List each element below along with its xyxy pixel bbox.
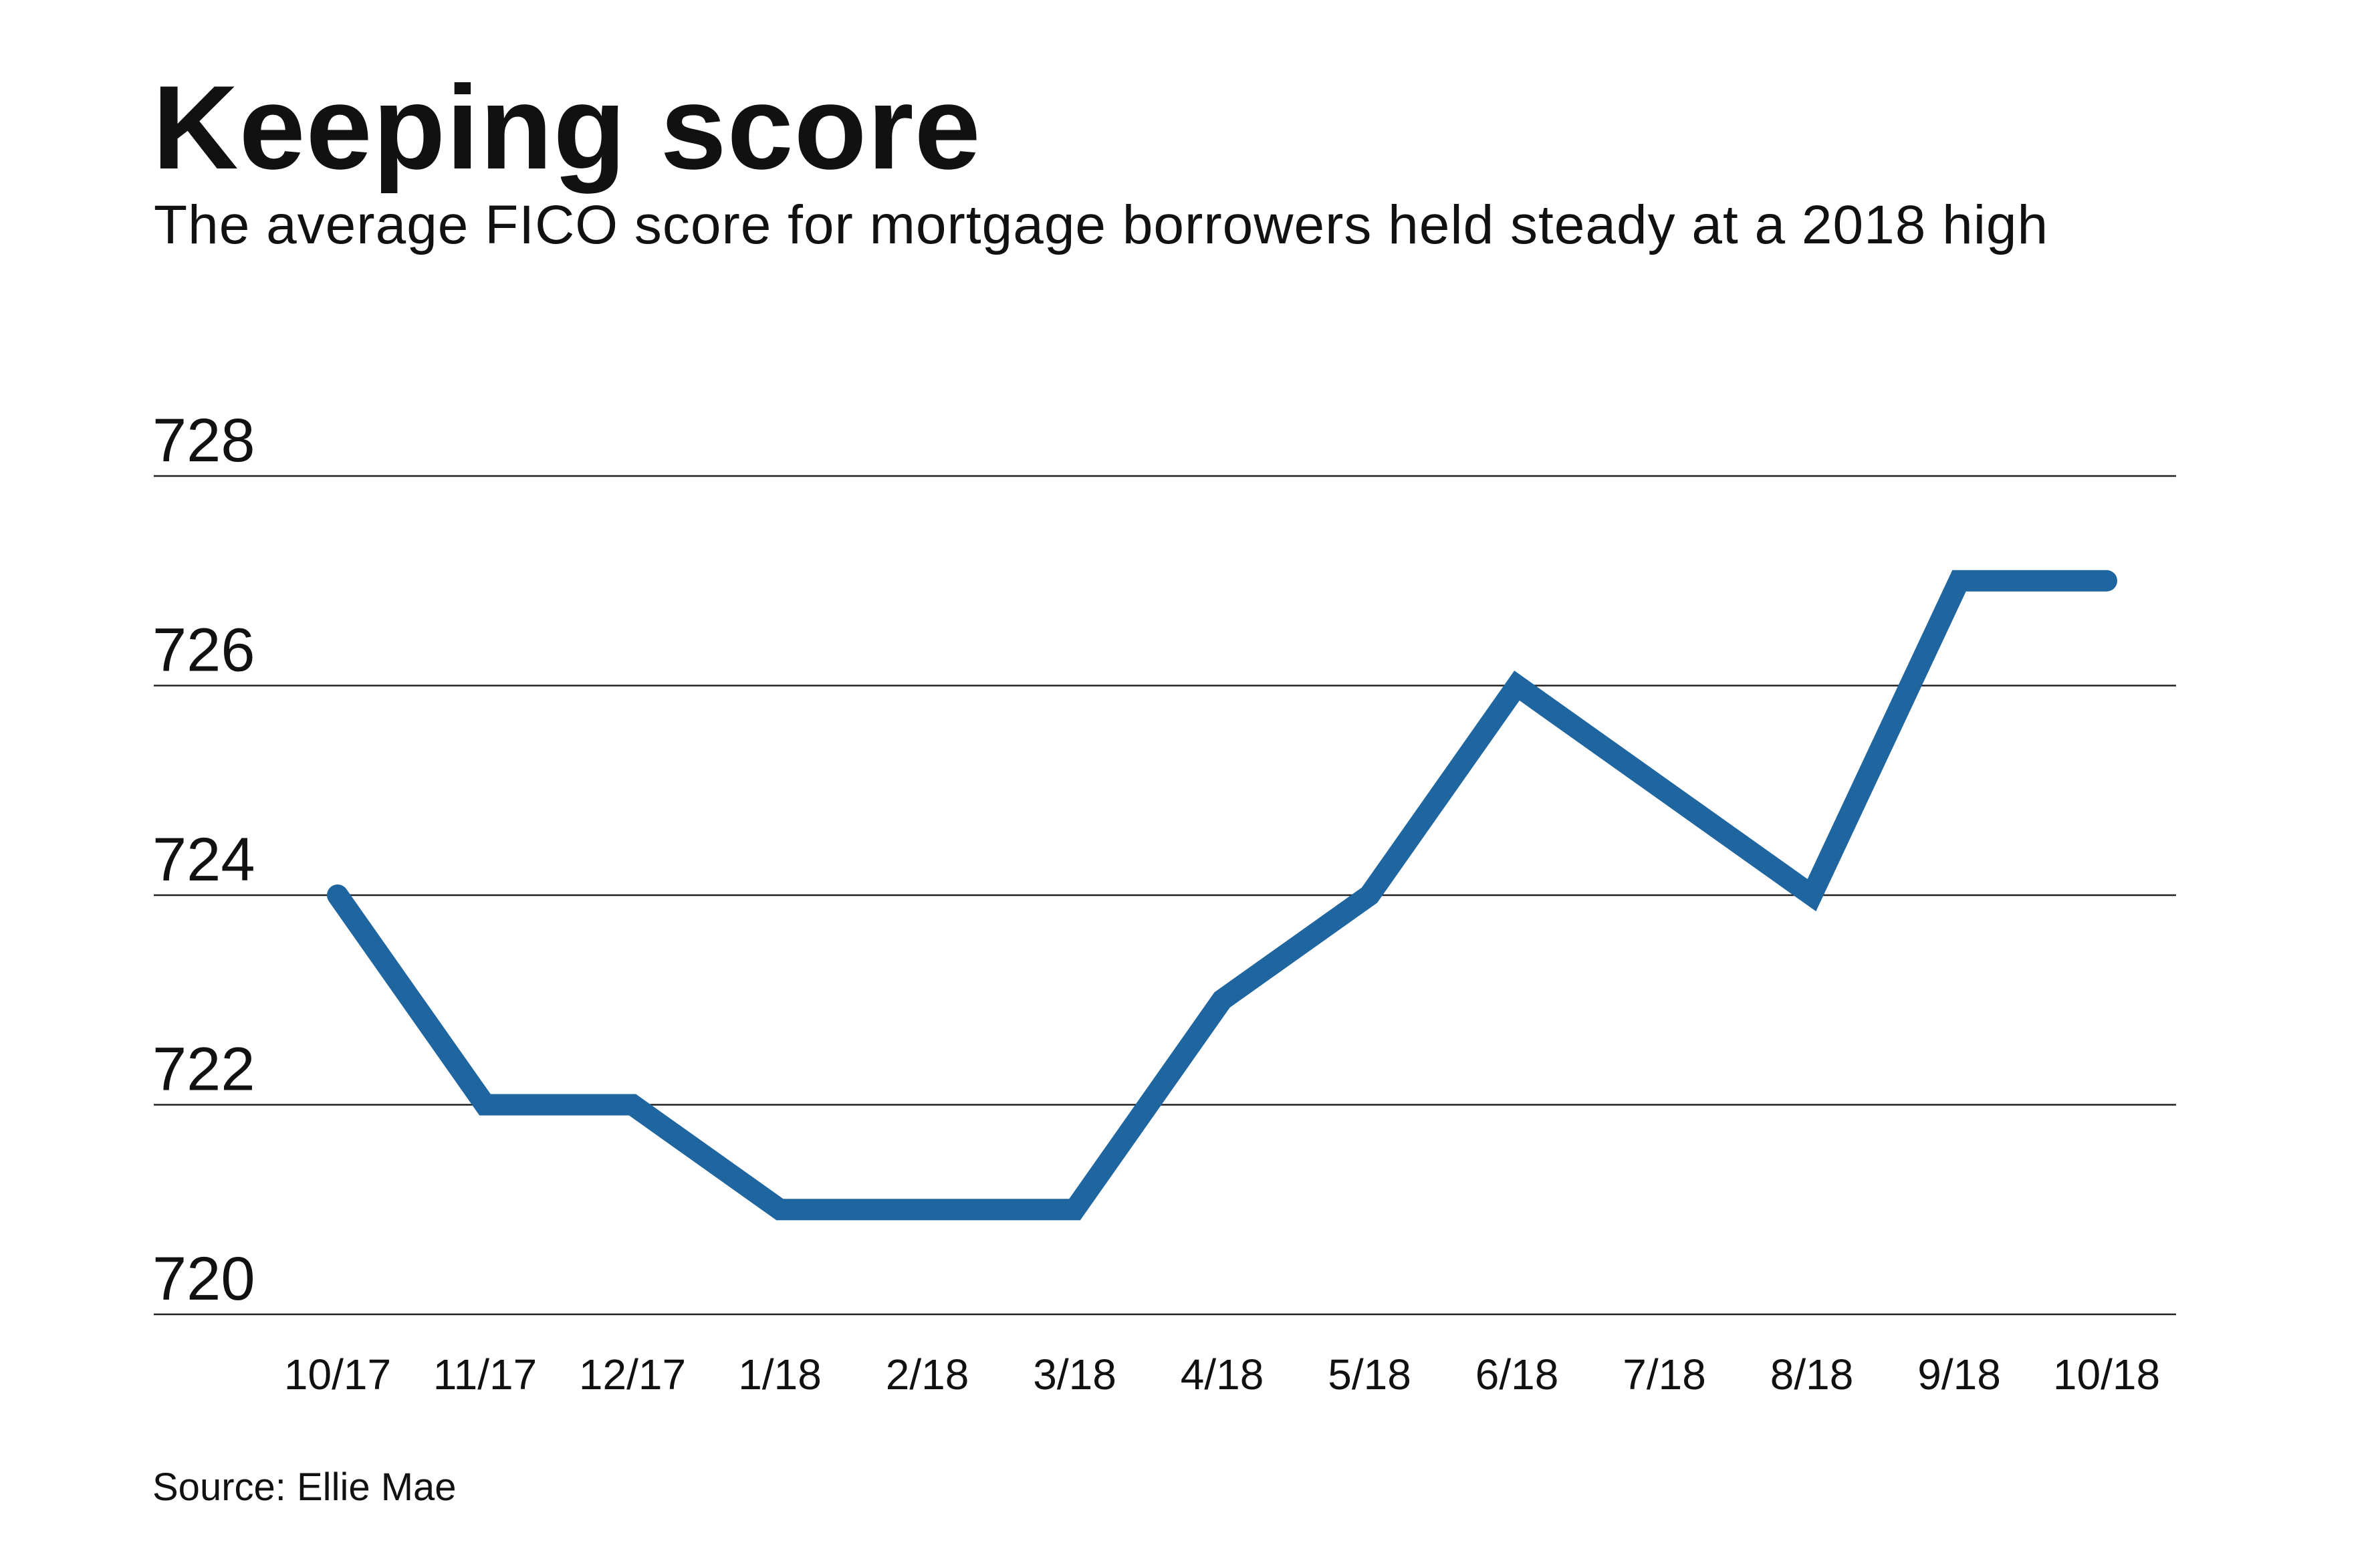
x-tick-label: 10/17 — [284, 1350, 391, 1399]
gridlines — [154, 475, 2176, 1316]
x-tick-label: 10/18 — [2053, 1350, 2160, 1399]
data-point-9/18 — [1959, 580, 1960, 582]
x-tick-label: 11/17 — [433, 1350, 537, 1399]
data-point-12/17 — [632, 1104, 633, 1106]
x-tick-label: 7/18 — [1623, 1350, 1706, 1399]
data-point-8/18 — [1811, 894, 1812, 896]
y-tick-label: 722 — [152, 1036, 255, 1104]
source-note: Source: Ellie Mae — [152, 1465, 457, 1509]
x-tick-label: 3/18 — [1033, 1350, 1116, 1399]
x-tick-label: 8/18 — [1770, 1350, 1854, 1399]
chart-subtitle: The average FICO score for mortgage borr… — [154, 195, 2049, 255]
data-point-3/18 — [1074, 1209, 1076, 1210]
x-tick-label: 6/18 — [1475, 1350, 1559, 1399]
x-tick-label: 12/17 — [579, 1350, 686, 1399]
data-point-4/18 — [1221, 999, 1223, 1001]
x-tick-label: 1/18 — [738, 1350, 822, 1399]
y-tick-label: 724 — [152, 826, 255, 894]
data-point-10/17 — [337, 894, 338, 896]
data-point-11/17 — [485, 1104, 486, 1106]
series-layer — [327, 570, 2117, 1221]
data-point-1/18 — [780, 1209, 781, 1210]
y-tick-label: 720 — [152, 1245, 255, 1313]
x-tick-label: 5/18 — [1328, 1350, 1411, 1399]
data-point-6/18 — [1516, 685, 1518, 687]
x-tick-label: 2/18 — [886, 1350, 969, 1399]
y-tick-label: 728 — [152, 406, 255, 475]
y-axis-ticks: 728 726 724 722 720 — [152, 406, 255, 1313]
data-point-10/18 — [2106, 580, 2107, 582]
x-axis-ticks: 10/17 11/17 12/17 1/18 2/18 3/18 4/18 5/18 6/18 7… — [284, 1350, 2160, 1399]
series-line-0 — [327, 570, 2117, 1221]
data-point-7/18 — [1664, 790, 1665, 791]
data-point-2/18 — [927, 1209, 928, 1210]
chart-title: Keeping score — [152, 61, 981, 194]
data-point-5/18 — [1369, 894, 1371, 896]
y-tick-label: 726 — [152, 616, 255, 685]
x-tick-label: 9/18 — [1917, 1350, 2001, 1399]
x-tick-label: 4/18 — [1181, 1350, 1264, 1399]
